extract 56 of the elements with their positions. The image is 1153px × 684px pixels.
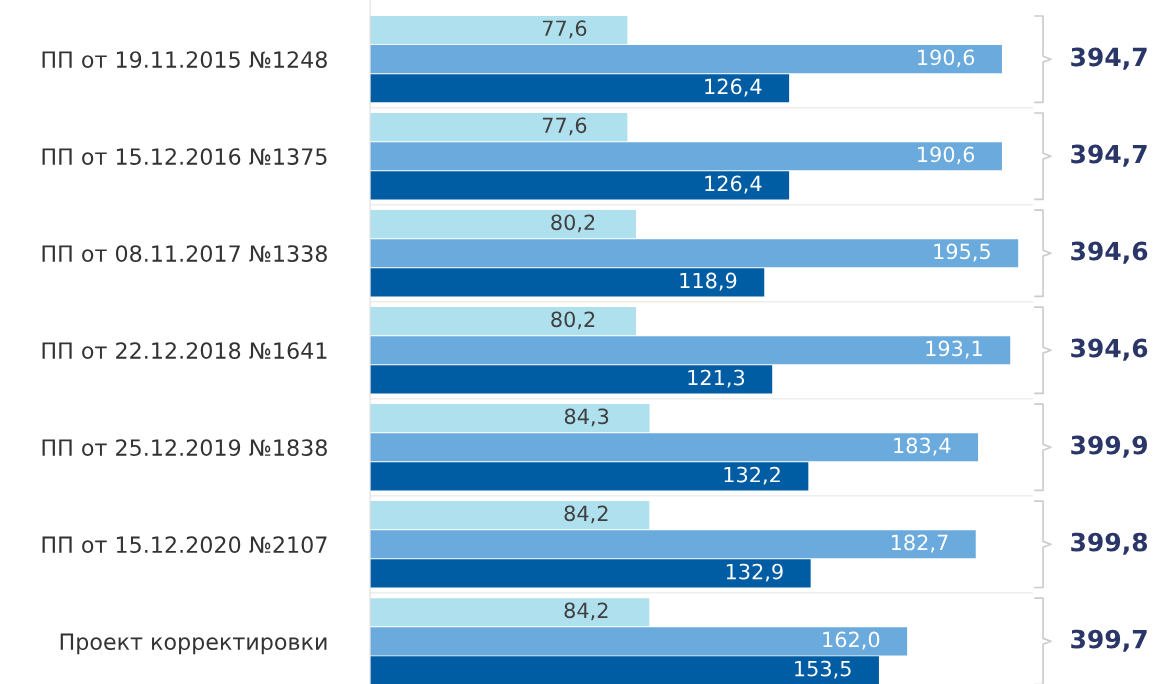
text: 394,6: [1071, 241, 1148, 264]
bar: [370, 239, 1019, 268]
data-label: 77,6: [542, 117, 587, 136]
bar: [370, 210, 636, 239]
text: 394,7: [1071, 144, 1147, 167]
data-label: 182,7: [891, 534, 948, 553]
y-tick-label: Проект корректировки: [60, 633, 327, 655]
bar: [370, 598, 650, 627]
data-label: 195,5: [934, 243, 990, 262]
bar: [370, 142, 1002, 171]
data-label: 80,2: [551, 214, 595, 233]
data-label: 193,1: [926, 340, 982, 359]
bar: [370, 45, 1002, 74]
text: 399,9: [1071, 435, 1148, 458]
data-label: 162,0: [823, 631, 880, 650]
bar: [370, 559, 811, 588]
bar: [370, 16, 628, 45]
data-label: 84,2: [564, 505, 608, 524]
y-tick-label: ПП от 15.12.2020 №2107: [42, 536, 327, 554]
data-label: 132,2: [724, 466, 780, 485]
data-label: 84,2: [564, 602, 608, 621]
data-label: 190,6: [918, 49, 975, 68]
data-label: 118,9: [680, 272, 737, 291]
y-tick-label: ПП от 25.12.2019 №1838: [42, 439, 327, 457]
text: 394,7: [1071, 47, 1147, 70]
data-label: 153,5: [795, 660, 851, 679]
bar: [370, 433, 979, 462]
data-label: 132,9: [726, 563, 783, 582]
bar: [370, 336, 1011, 365]
data-label: 80,2: [551, 311, 595, 330]
y-tick-label: ПП от 08.11.2017 №1338: [42, 245, 327, 262]
bar: [370, 501, 650, 530]
data-label: 121,3: [688, 369, 745, 388]
y-tick-label: ПП от 22.12.2018 №1641: [42, 342, 327, 360]
data-label: 190,6: [918, 146, 975, 165]
bar: [370, 365, 773, 394]
data-label: 126,4: [705, 78, 762, 97]
data-label: 126,4: [705, 175, 762, 194]
y-tick-label: ПП от 15.12.2016 №1375: [42, 148, 327, 165]
text: 394,6: [1071, 338, 1148, 361]
bar: [370, 307, 636, 336]
data-label: 183,4: [894, 437, 951, 456]
bar: [370, 404, 650, 433]
bar: [370, 627, 908, 656]
data-label: 77,6: [542, 20, 587, 39]
bar: [370, 268, 765, 297]
bar: [370, 530, 976, 559]
bar: [370, 74, 790, 103]
bar: [370, 656, 879, 684]
text: 399,7: [1071, 629, 1147, 652]
text: 399,8: [1071, 532, 1148, 555]
y-tick-label: ПП от 19.11.2015 №1248: [42, 51, 327, 68]
data-label: 84,3: [564, 408, 609, 427]
bar: [370, 171, 790, 200]
bar: [370, 462, 809, 491]
bar: [370, 113, 628, 142]
